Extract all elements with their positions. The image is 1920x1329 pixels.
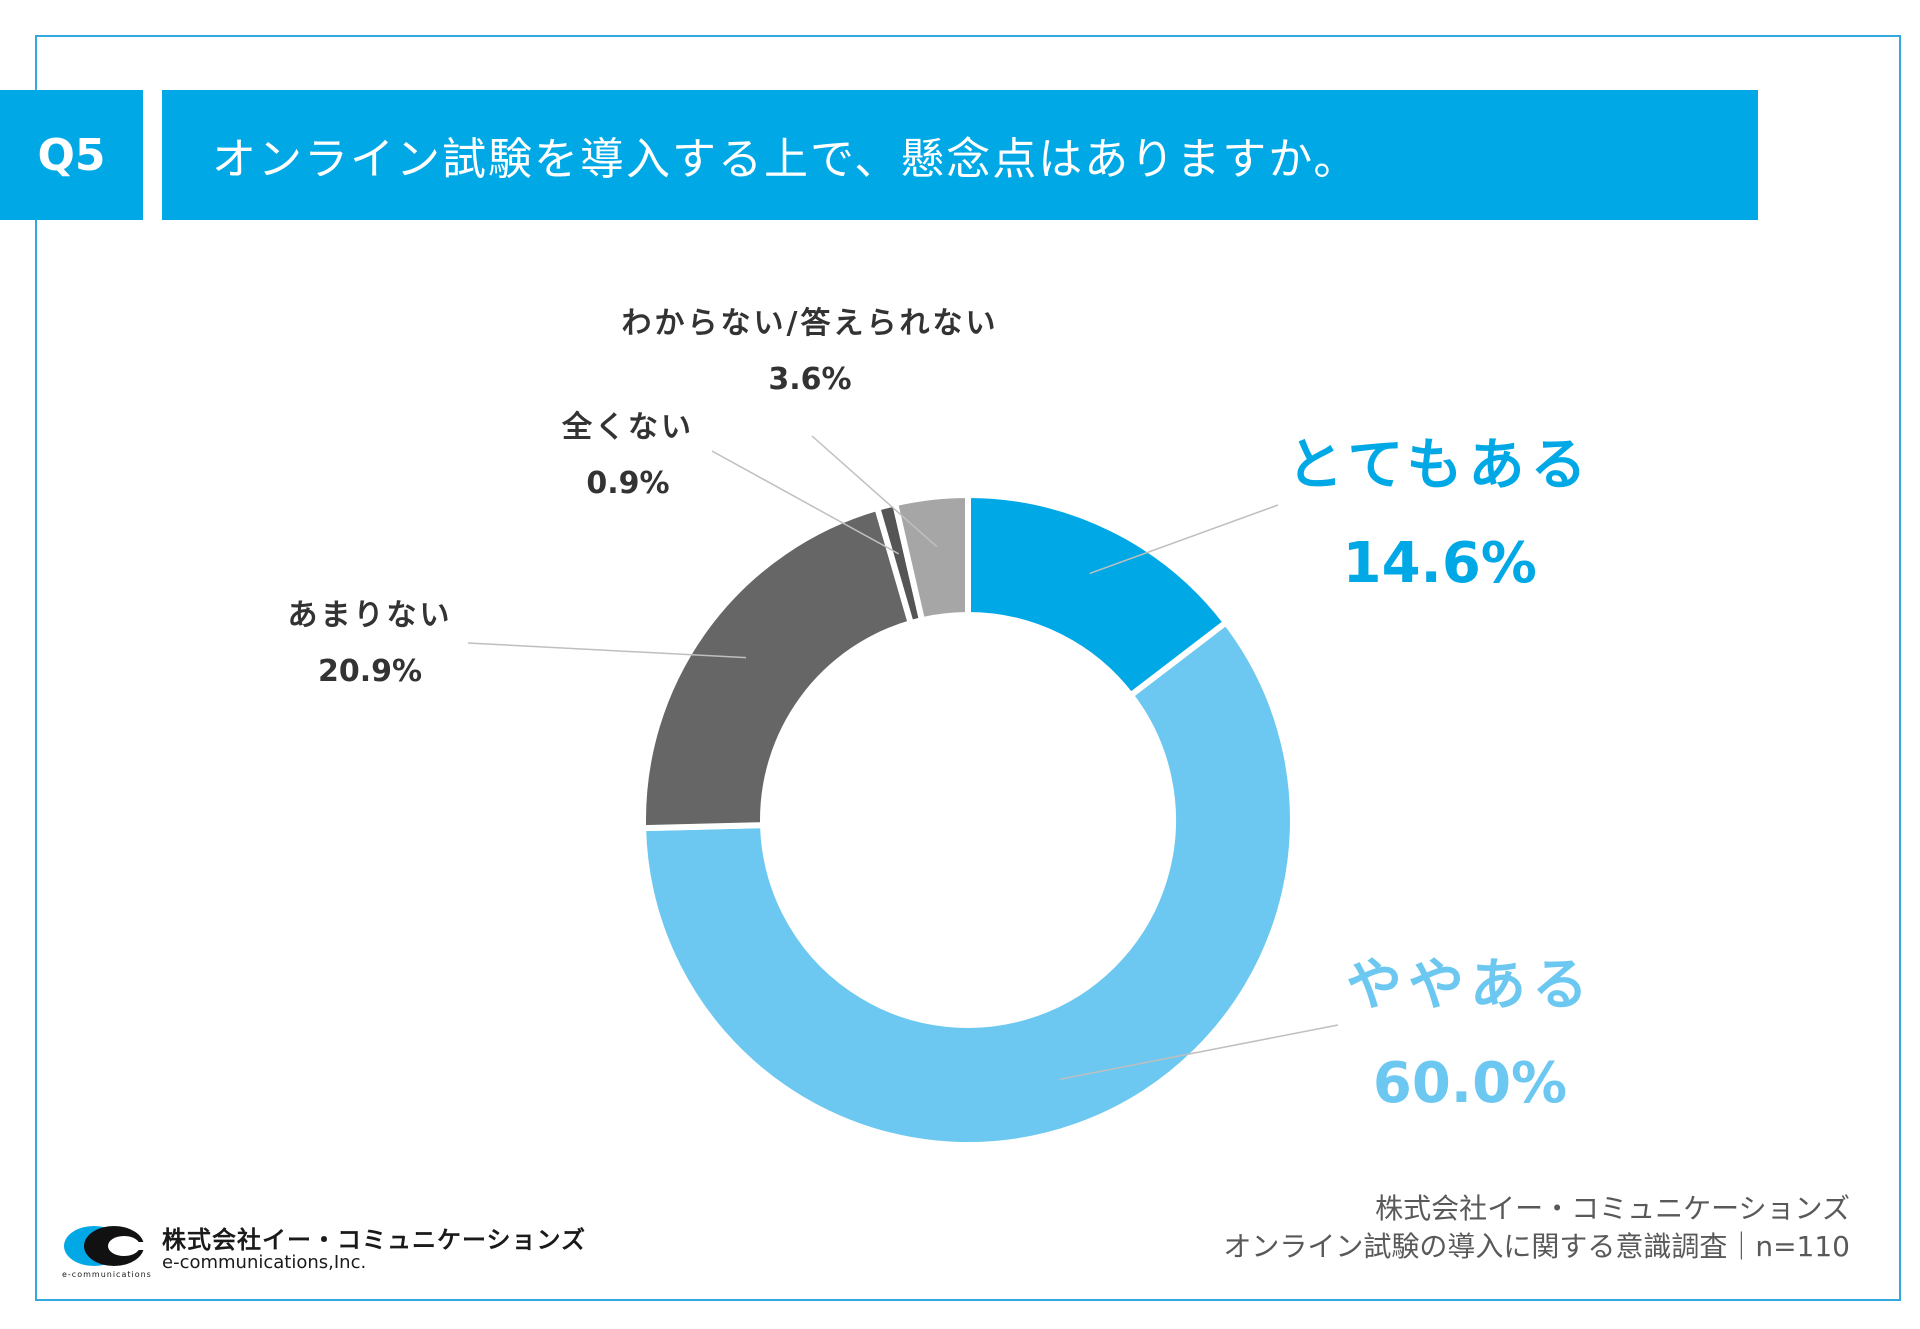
logo-tagline: e-communications [62, 1270, 152, 1279]
data-label-value: 60.0% [1372, 1051, 1568, 1116]
data-label-value: 14.6% [1342, 531, 1537, 596]
question-number-badge: Q5 [0, 90, 143, 220]
slide-frame [35, 35, 1901, 1301]
data-label-value: 0.9% [586, 466, 670, 501]
data-label-value: 3.6% [768, 362, 852, 397]
data-label-very-concerned: とてもある 14.6% [1287, 420, 1593, 596]
data-label-not-very-concerned: あまりない 20.9% [288, 590, 453, 689]
data-label-dont-know: わからない/答えられない 3.6% [622, 298, 999, 397]
logo-mark-icon [64, 1226, 162, 1266]
leader-line-somewhat-concerned [1059, 1024, 1339, 1081]
logo-company-jp: 株式会社イー・コミュニケーションズ [162, 1226, 587, 1254]
company-logo: 株式会社イー・コミュニケーションズ e-communications,Inc. … [62, 1220, 585, 1280]
donut-slice-somewhat-concerned [640, 618, 1296, 1148]
data-label-not-concerned: 全くない 0.9% [562, 402, 694, 501]
source-survey: オンライン試験の導入に関する意識調査｜n=110 [1223, 1230, 1850, 1263]
data-label-name: わからない/答えられない [621, 306, 999, 341]
data-label-name: ややある [1346, 953, 1594, 1018]
data-label-somewhat-concerned: ややある 60.0% [1346, 940, 1594, 1116]
logo-company-en: e-communications,Inc. [162, 1252, 367, 1273]
leader-line-very-concerned [1089, 504, 1279, 575]
leader-line-not-very-concerned [467, 642, 747, 659]
data-label-name: とてもある [1287, 433, 1593, 498]
leader-line-dont-know [811, 435, 938, 548]
data-label-name: あまりない [287, 598, 453, 633]
leader-line-not-concerned [711, 450, 900, 555]
source-company: 株式会社イー・コミュニケーションズ [1375, 1192, 1850, 1225]
survey-source: 株式会社イー・コミュニケーションズ オンライン試験の導入に関する意識調査｜n=1… [1223, 1190, 1850, 1266]
question-title: オンライン試験を導入する上で、懸念点はありますか。 [162, 90, 1758, 220]
data-label-value: 20.9% [317, 654, 423, 689]
data-label-name: 全くない [562, 410, 694, 445]
donut-slice-not-very-concerned [640, 504, 915, 832]
